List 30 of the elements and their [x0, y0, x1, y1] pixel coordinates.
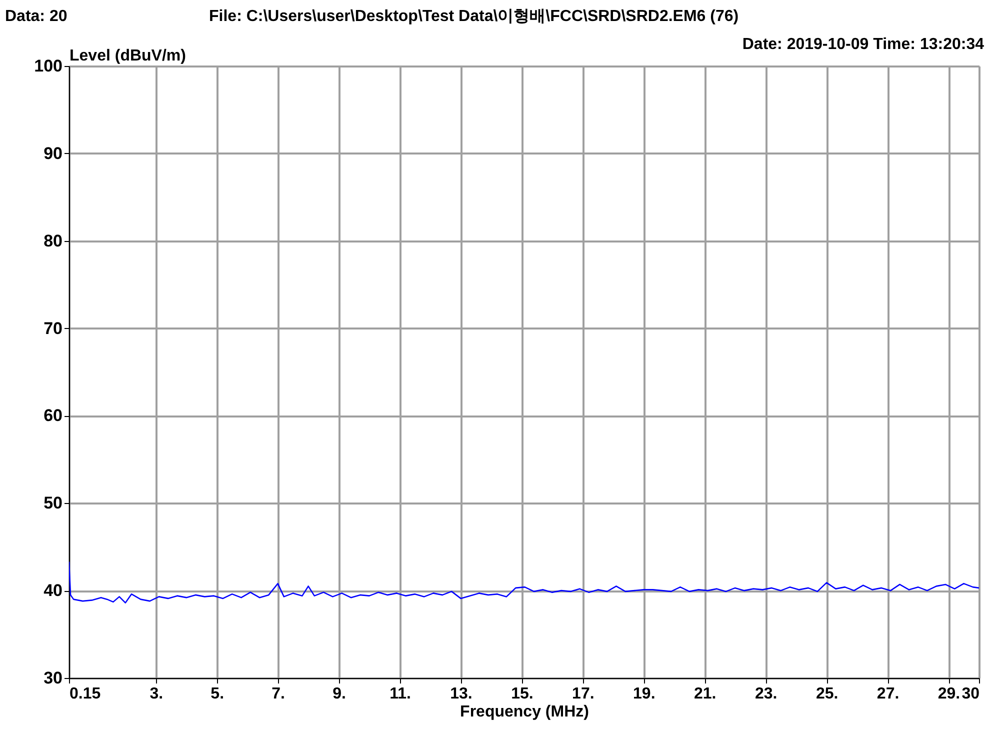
- y-tick-label: 70: [44, 318, 62, 338]
- x-tick-label: 21.: [694, 686, 716, 702]
- y-tick-label: 90: [44, 144, 62, 163]
- x-tick-label: 30: [962, 686, 980, 702]
- x-tick-label: 3.: [150, 686, 164, 702]
- y-axis-title: Level (dBuV/m): [70, 48, 186, 64]
- y-tick-label: 40: [44, 581, 62, 600]
- x-tick-label: 19.: [633, 686, 656, 702]
- x-tick-label: 9.: [332, 686, 346, 702]
- x-axis-title: Frequency (MHz): [460, 704, 589, 720]
- x-tick-label: 25.: [816, 686, 838, 702]
- x-tick-label: 23.: [754, 686, 778, 702]
- line-series: [69, 561, 979, 604]
- y-tick-label: 50: [44, 494, 62, 513]
- text: File: C:\Users\user\Desktop\Test Data\이형배\FCC\SRD\SRD2.EM6 (76): [209, 8, 739, 25]
- y-tick-label: 60: [44, 406, 62, 426]
- text: Date: 2019-10-09 Time: 13:20:34: [742, 36, 984, 53]
- text: Data: 20: [5, 8, 68, 25]
- x-tick-label: 5.: [210, 686, 224, 702]
- x-tick-label: 7.: [272, 686, 285, 702]
- y-tick-label: 100: [34, 56, 62, 76]
- x-tick-label: 17.: [572, 686, 594, 702]
- x-tick-label: 0.15: [70, 686, 101, 702]
- x-tick-label: 27.: [876, 686, 900, 702]
- x-tick-label: 13.: [450, 686, 472, 702]
- x-tick-label: 15.: [511, 686, 534, 702]
- x-tick-label: 29.: [938, 686, 960, 702]
- x-tick-label: 11.: [390, 686, 411, 702]
- y-tick-label: 30: [44, 668, 62, 688]
- y-tick-label: 80: [44, 231, 62, 250]
